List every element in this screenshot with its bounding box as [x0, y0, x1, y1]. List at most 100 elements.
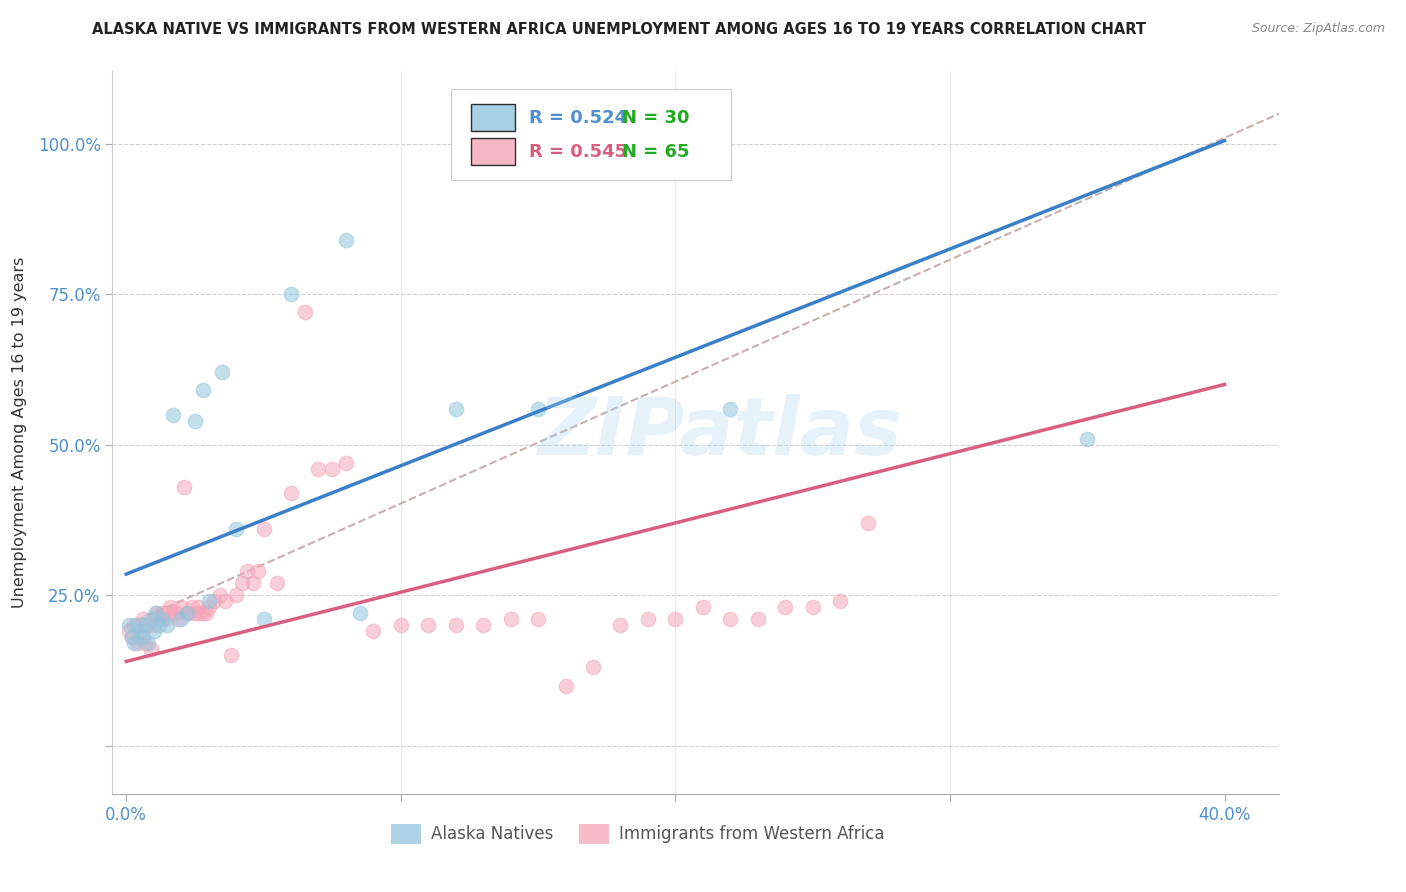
Point [150, 607, 173, 621]
Point [124, 636, 146, 650]
Point [131, 612, 153, 626]
Point [176, 607, 198, 621]
Point [444, 618, 467, 632]
Point [145, 607, 167, 621]
Text: R = 0.524: R = 0.524 [529, 109, 627, 127]
Point [252, 612, 274, 626]
Point [184, 414, 207, 428]
Point [191, 607, 214, 621]
Legend: Alaska Natives, Immigrants from Western Africa: Alaska Natives, Immigrants from Western … [384, 817, 891, 851]
Point [718, 401, 741, 416]
Point [830, 594, 852, 608]
Point [1076, 432, 1098, 446]
Point [664, 612, 686, 626]
Point [153, 612, 176, 626]
Text: Source: ZipAtlas.com: Source: ZipAtlas.com [1251, 22, 1385, 36]
Point [191, 384, 214, 398]
Point [280, 485, 302, 500]
Point [444, 401, 467, 416]
Text: N = 65: N = 65 [623, 143, 690, 161]
Point [127, 618, 149, 632]
FancyBboxPatch shape [451, 89, 731, 180]
Point [170, 600, 193, 615]
Point [188, 607, 211, 621]
Point [148, 618, 170, 632]
Point [142, 618, 165, 632]
Point [231, 576, 253, 591]
Point [118, 624, 141, 639]
Point [349, 607, 371, 621]
Text: N = 30: N = 30 [623, 109, 690, 127]
Point [335, 456, 357, 470]
Point [176, 607, 198, 621]
Point [162, 607, 184, 621]
Point [156, 607, 179, 621]
Point [389, 618, 412, 632]
Point [214, 594, 236, 608]
Point [294, 305, 316, 319]
Point [527, 612, 550, 626]
Point [121, 630, 143, 644]
Point [527, 401, 550, 416]
Point [139, 612, 162, 626]
Point [363, 624, 385, 639]
Text: ALASKA NATIVE VS IMMIGRANTS FROM WESTERN AFRICA UNEMPLOYMENT AMONG AGES 16 TO 19: ALASKA NATIVE VS IMMIGRANTS FROM WESTERN… [91, 22, 1146, 37]
Point [801, 600, 824, 615]
Point [148, 612, 170, 626]
FancyBboxPatch shape [471, 103, 515, 131]
Point [156, 618, 179, 632]
Point [418, 618, 440, 632]
Point [219, 648, 242, 663]
Text: R = 0.545: R = 0.545 [529, 143, 627, 161]
Point [266, 576, 288, 591]
Point [127, 636, 149, 650]
Point [167, 612, 190, 626]
Point [197, 594, 219, 608]
Point [747, 612, 769, 626]
Point [121, 630, 143, 644]
Point [280, 287, 302, 301]
Point [773, 600, 796, 615]
Point [321, 462, 343, 476]
Point [208, 588, 231, 602]
Point [236, 564, 259, 578]
Point [184, 607, 207, 621]
Point [252, 522, 274, 536]
Point [472, 618, 495, 632]
Point [131, 630, 153, 644]
Point [718, 612, 741, 626]
Point [139, 642, 162, 657]
Point [856, 516, 879, 530]
Point [173, 480, 195, 494]
Point [150, 612, 173, 626]
Point [181, 600, 204, 615]
Point [124, 618, 146, 632]
Point [247, 564, 270, 578]
Point [118, 618, 141, 632]
Point [609, 618, 631, 632]
Point [194, 607, 217, 621]
Point [582, 660, 605, 674]
Point [692, 600, 714, 615]
Point [307, 462, 329, 476]
Point [335, 233, 357, 247]
Y-axis label: Unemployment Among Ages 16 to 19 years: Unemployment Among Ages 16 to 19 years [11, 257, 27, 608]
Point [134, 636, 156, 650]
Point [499, 612, 522, 626]
Point [134, 618, 156, 632]
Text: ZIPatlas: ZIPatlas [537, 393, 901, 472]
Point [136, 636, 159, 650]
Point [142, 624, 165, 639]
Point [159, 600, 181, 615]
Point [170, 612, 193, 626]
Point [129, 630, 152, 644]
Point [136, 618, 159, 632]
Point [637, 612, 659, 626]
Point [202, 594, 225, 608]
Point [225, 588, 247, 602]
Point [225, 522, 247, 536]
Point [211, 366, 233, 380]
FancyBboxPatch shape [471, 138, 515, 165]
Point [242, 576, 264, 591]
Point [129, 624, 152, 639]
